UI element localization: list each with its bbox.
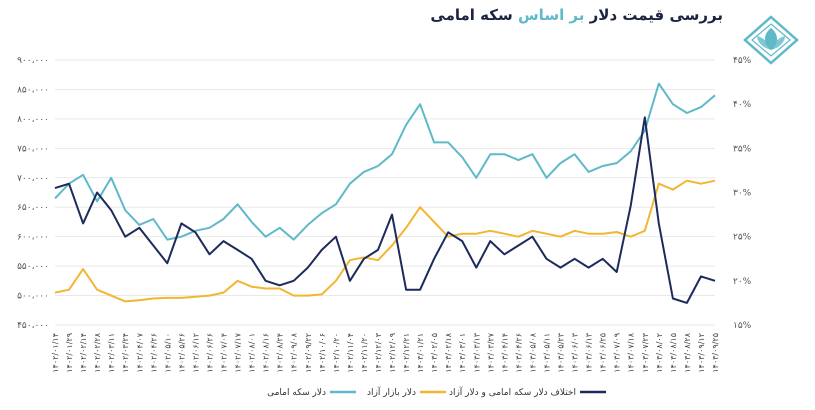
y-right-tick-label: ۱۵%	[733, 321, 752, 331]
y-left-tick-label: ۶۰۰،۰۰۰	[17, 233, 49, 243]
x-tick-label: ۱۴۰۳/۰۸/۲۸	[683, 332, 692, 372]
y-left-tick-label: ۵۰۰،۰۰۰	[17, 292, 49, 302]
series-lines	[54, 82, 716, 304]
x-tick-label: ۱۴۰۳/۰۷/۱۸	[627, 332, 636, 372]
x-tick-label: ۱۴۰۲/۰۴/۲۶	[149, 333, 158, 373]
x-tick-label: ۱۴۰۳/۰۲/۰۵	[430, 333, 439, 373]
grid-lines	[55, 59, 715, 326]
y-left-tick-label: ۶۵۰،۰۰۰	[17, 203, 49, 213]
title-part-2: بر اساس	[517, 6, 585, 24]
x-tick-label: ۱۴۰۳/۰۷/۲۳	[641, 332, 650, 372]
x-tick-label: ۱۴۰۳/۰۸/۱۵	[669, 333, 678, 373]
x-tick-label: ۱۴۰۳/۰۳/۰۱	[458, 333, 467, 373]
x-tick-label: ۱۴۰۳/۰۳/۱۳	[472, 332, 481, 372]
x-tick-label: ۱۴۰۳/۰۵/۱۱	[542, 333, 551, 373]
y-right-tick-label: ۲۰%	[733, 277, 752, 287]
x-tick-label: ۱۴۰۲/۰۷/۰۴	[220, 333, 229, 373]
x-tick-label: ۱۴۰۳/۰۶/۰۳	[571, 332, 580, 372]
lotus-logo-icon	[743, 15, 799, 65]
y-left-tick-label: ۸۵۰،۰۰۰	[17, 85, 49, 95]
x-tick-label: ۱۴۰۲/۰۹/۰۸	[290, 332, 299, 372]
x-tick-label: ۱۴۰۳/۰۶/۲۵	[599, 333, 608, 373]
x-tick-label: ۱۴۰۲/۰۲/۱۴	[79, 333, 88, 373]
y-right-tick-label: ۴۰%	[733, 100, 752, 110]
x-tick-label: ۱۴۰۲/۰۳/۱۱	[107, 333, 116, 373]
series-line-2	[54, 179, 716, 303]
y-left-tick-label: ۵۵۰،۰۰۰	[17, 262, 49, 272]
x-tick-label: ۱۴۰۳/۰۴/۲۶	[514, 333, 523, 373]
y-right-tick-label: ۳۵%	[733, 144, 752, 154]
legend-label-3: اختلاف دلار سکه امامی و دلار آزاد	[449, 386, 576, 398]
x-tick-label: ۱۴۰۳/۰۲/۱۸	[444, 332, 453, 372]
y-right-tick-label: ۴۵%	[733, 56, 752, 66]
x-tick-label: ۱۴۰۲/۰۱/۱۴	[51, 333, 60, 373]
x-tick-label: ۱۴۰۲/۱۲/۰۹	[388, 333, 397, 373]
x-tick-label: ۱۴۰۲/۰۸/۲۴	[276, 333, 285, 373]
x-tick-label: ۱۴۰۲/۰۳/۲۴	[121, 333, 130, 373]
x-tick-label: ۱۴۰۲/۰۹/۲۲	[304, 333, 313, 373]
chart-title: بررسی قیمت دلار بر اساس سکه امامی	[430, 6, 723, 24]
y-axis-left: ۹۰۰،۰۰۰ ۸۵۰،۰۰۰ ۸۰۰،۰۰۰ ۷۵۰،۰۰۰ ۷۰۰،۰۰۰ ۶۵۰،۰…	[17, 56, 49, 331]
x-tick-label: ۱۴۰۲/۱۰/۰۶	[318, 333, 327, 373]
x-tick-label: ۱۴۰۲/۰۱/۲۹	[65, 333, 74, 373]
x-tick-label: ۱۴۰۲/۰۶/۱۲	[191, 333, 200, 373]
y-right-tick-label: ۳۰%	[733, 189, 752, 199]
x-tick-label: ۱۴۰۳/۰۳/۲۷	[486, 332, 495, 372]
y-left-tick-label: ۹۰۰،۰۰۰	[17, 56, 49, 66]
x-tick-label: ۱۴۰۲/۱۲/۲۱	[402, 333, 411, 373]
x-tick-label: ۱۴۰۲/۱۲/۰۳	[374, 332, 383, 372]
x-tick-label: ۱۴۰۲/۰۲/۲۸	[93, 332, 102, 372]
x-tick-label: ۱۴۰۲/۰۷/۱۷	[234, 332, 243, 372]
x-tick-label: ۱۴۰۲/۰۸/۰۱	[248, 333, 257, 373]
x-axis: ۱۴۰۲/۰۱/۱۴ ۱۴۰۲/۰۱/۲۹ ۱۴۰۲/۰۲/۱۴ ۱۴۰۲/۰۲/۲۸…	[51, 332, 720, 372]
x-tick-label: ۱۴۰۳/۰۵/۰۸	[528, 332, 537, 372]
x-tick-label: ۱۴۰۳/۰۹/۱۲	[697, 333, 706, 373]
x-tick-label: ۱۴۰۲/۱۰/۲۰	[332, 333, 341, 373]
legend-label-2: دلار بازار آزاد	[367, 386, 416, 398]
x-tick-label: ۱۴۰۳/۰۱/۲۱	[416, 333, 425, 373]
x-tick-label: ۱۴۰۲/۰۵/۱۰	[163, 333, 172, 373]
x-tick-label: ۱۴۰۲/۰۶/۲۶	[205, 333, 214, 373]
y-left-tick-label: ۴۵۰،۰۰۰	[17, 321, 49, 331]
legend-label-1: دلار سکه امامی	[267, 388, 326, 398]
y-right-tick-label: ۲۵%	[733, 233, 752, 243]
x-tick-label: ۱۴۰۳/۰۸/۰۲	[655, 333, 664, 373]
title-part-1: بررسی قیمت دلار	[589, 6, 723, 24]
x-tick-label: ۱۴۰۲/۱۱/۲۰	[360, 333, 369, 373]
y-left-tick-label: ۷۰۰،۰۰۰	[17, 174, 49, 184]
y-left-tick-label: ۷۵۰،۰۰۰	[17, 144, 49, 154]
title-part-3: سکه امامی	[430, 6, 513, 24]
y-left-tick-label: ۸۰۰،۰۰۰	[17, 115, 49, 125]
x-tick-label: ۱۴۰۳/۰۴/۱۴	[500, 333, 509, 373]
y-axis-right: ۴۵% ۴۰% ۳۵% ۳۰% ۲۵% ۲۰% ۱۵%	[733, 56, 752, 331]
x-tick-label: ۱۴۰۲/۰۵/۲۶	[177, 333, 186, 373]
x-tick-label: ۱۴۰۳/۰۶/۱۳	[585, 332, 594, 372]
x-tick-label: ۱۴۰۳/۰۵/۲۳	[557, 332, 566, 372]
x-tick-label: ۱۴۰۲/۰۴/۰۷	[135, 332, 144, 372]
series-line-3	[54, 116, 716, 304]
x-tick-label: ۱۴۰۲/۱۱/۰۴	[346, 333, 355, 373]
series-line-1	[54, 82, 716, 241]
x-tick-label: ۱۴۰۲/۰۸/۱۶	[262, 333, 271, 373]
x-tick-label: ۱۴۰۳/۰۷/۰۹	[613, 333, 622, 373]
legend: دلار سکه امامی دلار بازار آزاد اختلاف دلار…	[267, 386, 606, 398]
x-tick-label: ۱۴۰۳/۰۹/۲۵	[711, 333, 720, 373]
